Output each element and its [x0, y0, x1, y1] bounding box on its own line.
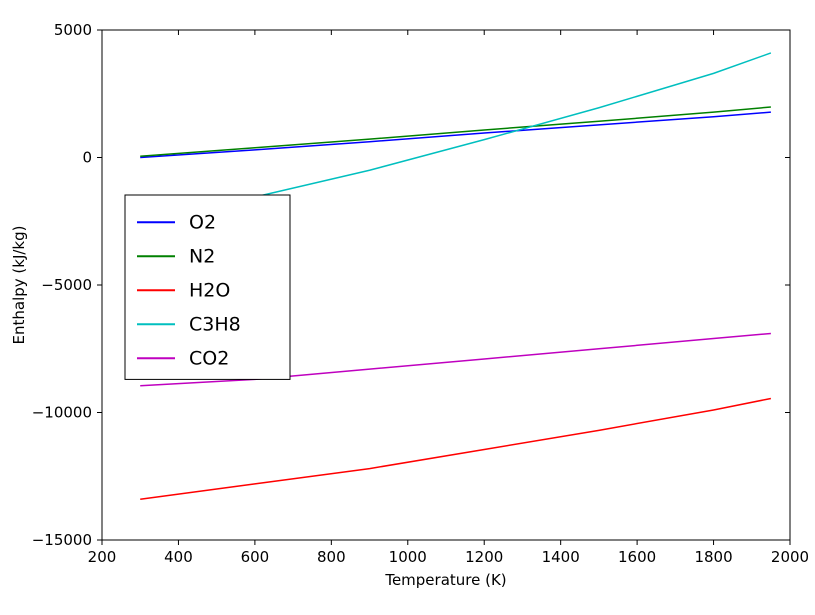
x-tick-label: 1000: [389, 548, 427, 566]
series-line-o2: [140, 112, 771, 157]
y-tick-label: −15000: [32, 531, 92, 549]
x-tick-label: 200: [88, 548, 117, 566]
y-tick-label: −5000: [41, 276, 92, 294]
y-tick-label: 5000: [54, 21, 92, 39]
y-tick-label: 0: [82, 149, 92, 167]
x-tick-label: 600: [241, 548, 270, 566]
series-line-h2o: [140, 398, 771, 499]
x-tick-label: 1400: [542, 548, 580, 566]
x-tick-label: 1600: [618, 548, 656, 566]
legend-label-o2: O2: [189, 211, 216, 233]
legend-label-co2: CO2: [189, 347, 229, 369]
y-tick-label: −10000: [32, 404, 92, 422]
x-tick-label: 400: [164, 548, 193, 566]
y-axis-label: Enthalpy (kJ/kg): [10, 226, 28, 345]
legend: O2 N2 H2O C3H8 CO2: [125, 195, 290, 379]
x-tick-label: 1200: [465, 548, 503, 566]
x-tick-label: 1800: [694, 548, 732, 566]
x-axis-label: Temperature (K): [384, 571, 506, 589]
legend-label-h2o: H2O: [189, 279, 230, 301]
legend-label-c3h8: C3H8: [189, 313, 241, 335]
x-tick-label: 800: [317, 548, 346, 566]
x-tick-label: 2000: [771, 548, 809, 566]
chart-svg: 200 400 600 800 1000 1200 1400 1600 1800 2000 −150…: [0, 0, 815, 615]
series-line-n2: [140, 107, 771, 156]
series-line-c3h8: [140, 53, 771, 209]
enthalpy-chart: 200 400 600 800 1000 1200 1400 1600 1800 2000 −150…: [0, 0, 815, 615]
legend-label-n2: N2: [189, 245, 215, 267]
